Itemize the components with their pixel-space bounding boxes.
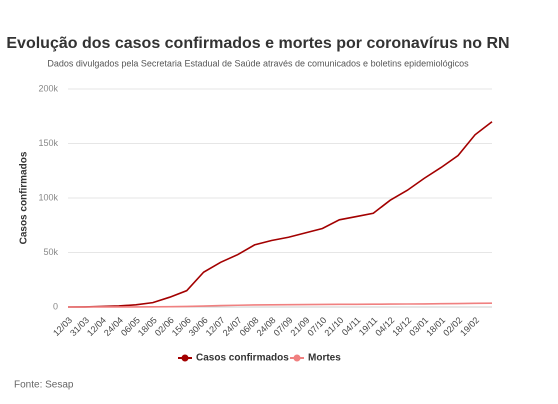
chart-title: Evolução dos casos confirmados e mortes …: [6, 35, 509, 52]
y-tick-label: 50k: [43, 247, 58, 257]
series-line: [67, 302, 493, 308]
source: Fonte: Sesap: [14, 380, 74, 391]
x-tick-label: 21/10: [322, 315, 345, 338]
x-tick-label: 04/11: [340, 315, 363, 338]
legend-marker: [293, 354, 301, 362]
chart-subtitle: Dados divulgados pela Secretaria Estadua…: [47, 58, 469, 68]
y-tick-label: 150k: [38, 138, 58, 148]
legend-marker: [181, 354, 189, 362]
y-tick-label: 100k: [38, 192, 58, 202]
x-tick-label: 19/02: [458, 315, 481, 338]
y-tick-label: 200k: [38, 83, 58, 93]
y-tick-label: 0: [53, 301, 58, 311]
series-line: [67, 121, 493, 308]
legend-label: Casos confirmados: [196, 353, 289, 364]
legend-label: Mortes: [308, 353, 341, 364]
y-axis-label: Casos confirmados: [19, 151, 30, 244]
